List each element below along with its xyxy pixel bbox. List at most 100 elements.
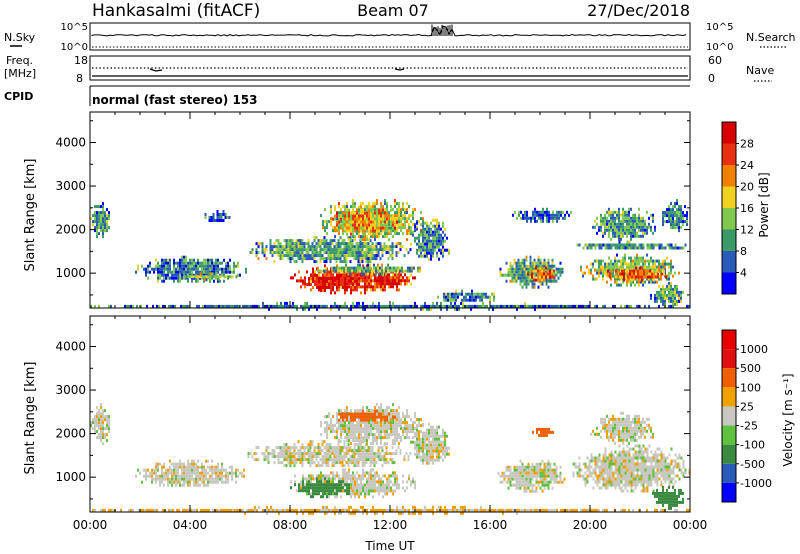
data-cell (649, 275, 651, 279)
data-cell (197, 474, 199, 478)
data-cell (325, 269, 327, 273)
data-cell (674, 290, 676, 294)
data-cell (513, 279, 516, 283)
data-cell (369, 266, 371, 270)
data-cell (356, 229, 358, 233)
data-cell (348, 477, 350, 481)
data-cell (387, 266, 389, 270)
data-cell (354, 483, 356, 487)
data-cell (642, 234, 644, 238)
data-cell (394, 282, 396, 286)
data-cell (374, 279, 376, 283)
data-cell (177, 279, 179, 283)
data-cell (308, 474, 310, 478)
data-cell (391, 254, 394, 258)
data-cell (344, 205, 346, 209)
data-cell (329, 248, 332, 252)
data-cell (521, 285, 524, 289)
data-cell (185, 267, 187, 271)
data-cell (393, 452, 396, 456)
data-cell (331, 254, 334, 258)
data-cell (147, 267, 149, 271)
data-cell (301, 254, 304, 258)
data-cell (354, 492, 356, 496)
data-cell (670, 296, 672, 300)
data-cell (414, 229, 416, 233)
data-cell (388, 276, 390, 280)
data-cell (341, 242, 344, 246)
data-cell (167, 480, 169, 484)
data-cell (380, 205, 382, 209)
data-cell (309, 461, 312, 465)
data-cell (610, 222, 612, 226)
data-cell (404, 489, 406, 493)
data-cell (432, 254, 434, 258)
data-cell (408, 214, 410, 218)
data-cell (477, 295, 479, 299)
data-cell (333, 257, 336, 261)
data-cell (515, 279, 518, 283)
data-cell (416, 227, 418, 231)
data-cell (602, 277, 604, 281)
data-cell (223, 267, 225, 271)
data-cell (374, 238, 376, 242)
data-cell (332, 486, 334, 490)
data-cell (364, 226, 366, 230)
data-cell (447, 298, 449, 302)
data-cell (392, 282, 394, 286)
data-cell (680, 208, 682, 212)
data-cell (356, 480, 358, 484)
data-cell (106, 226, 108, 230)
data-cell (368, 304, 370, 308)
data-cell (362, 214, 364, 218)
data-cell (211, 474, 213, 478)
data-cell (445, 292, 447, 296)
data-cell (207, 459, 209, 463)
data-cell (588, 243, 591, 247)
data-cell (175, 471, 177, 475)
data-cell (647, 275, 649, 279)
data-cell (684, 243, 687, 247)
data-cell (344, 274, 346, 277)
data-cell (320, 289, 322, 292)
data-cell (307, 452, 310, 456)
data-cell (229, 270, 231, 274)
cpid-text: normal (fast stereo) 153 (92, 93, 258, 107)
data-cell (642, 231, 644, 235)
data-cell (452, 304, 454, 308)
data-cell (279, 452, 282, 456)
data-cell (346, 477, 348, 481)
data-cell (363, 245, 366, 249)
data-cell (161, 465, 163, 469)
y-tick-label: 3000 (55, 179, 86, 193)
data-cell (511, 273, 514, 277)
data-cell (509, 273, 512, 277)
data-cell (375, 248, 378, 252)
data-cell (380, 288, 382, 292)
data-cell (304, 282, 306, 286)
data-cell (227, 261, 229, 265)
data-cell (342, 205, 344, 209)
data-cell (201, 261, 203, 265)
data-cell (354, 282, 356, 286)
data-cell (686, 304, 688, 308)
data-cell (525, 282, 528, 286)
data-cell (436, 218, 438, 222)
data-cell (418, 236, 420, 240)
data-cell (289, 452, 292, 456)
data-cell (189, 275, 192, 279)
data-cell (328, 270, 330, 274)
data-cell (622, 259, 624, 263)
data-cell (616, 277, 618, 281)
data-cell (348, 474, 350, 478)
data-cell (372, 489, 374, 493)
data-cell (357, 455, 360, 459)
data-cell (545, 272, 547, 276)
colorbar-tick-label: 16 (740, 202, 754, 215)
data-cell (265, 446, 268, 450)
data-cell (458, 307, 460, 311)
data-cell (209, 272, 212, 276)
data-cell (351, 239, 354, 243)
data-cell (149, 264, 151, 268)
data-cell (549, 272, 551, 276)
